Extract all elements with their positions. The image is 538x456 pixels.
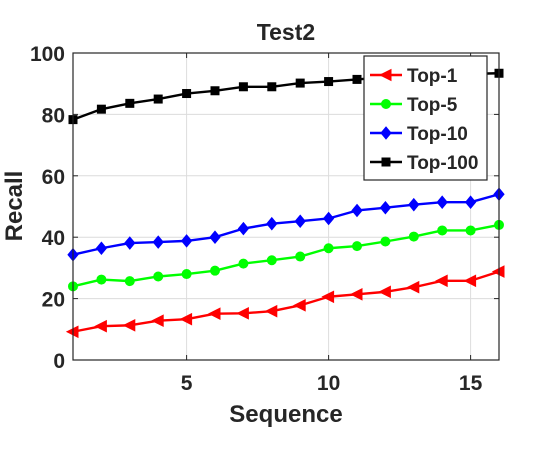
data-point-top-5: [465, 225, 476, 236]
legend-label-top-5: Top-5: [407, 95, 458, 116]
x-tick-label: 5: [181, 372, 193, 395]
data-point-top-5: [266, 255, 277, 266]
data-point-top-5: [380, 236, 391, 247]
series-line-top-1: [72, 270, 500, 333]
data-point-top-1: [293, 299, 306, 312]
data-point-top-1: [349, 287, 363, 301]
data-point-top-1: [321, 290, 335, 304]
legend: Top-1 Top-5 Top-10 Top-100: [363, 55, 488, 181]
data-point-top-10: [436, 195, 448, 209]
data-point-top-1: [264, 304, 278, 318]
data-point-top-5: [153, 271, 164, 282]
data-point-top-5: [323, 243, 334, 254]
data-point-top-10: [266, 216, 278, 231]
data-point-top-100: [96, 104, 106, 114]
legend-marker-top-5: [381, 99, 391, 109]
legend-marker-top-10: [380, 126, 392, 140]
y-tick-label: 100: [30, 43, 65, 66]
data-point-top-100: [295, 78, 305, 88]
series-line-top-5: [72, 223, 500, 288]
data-point-top-1: [463, 274, 477, 288]
data-point-top-5: [96, 274, 107, 285]
data-point-top-5: [238, 258, 249, 269]
data-point-top-10: [322, 211, 335, 226]
data-point-top-5: [295, 251, 306, 262]
data-point-top-10: [124, 236, 136, 250]
y-tick-label: 60: [42, 166, 65, 189]
data-point-top-5: [437, 225, 448, 236]
data-point-top-100: [352, 74, 362, 84]
data-point-top-1: [207, 307, 221, 320]
axis-ticks: 5 10 15 0 20 40 60 80 100: [30, 43, 499, 395]
data-point-top-1: [236, 307, 249, 320]
legend-label-top-1: Top-1: [407, 66, 458, 87]
legend-marker-top-1: [378, 68, 392, 82]
plot-frame: [72, 52, 500, 361]
data-point-top-100: [153, 94, 163, 104]
data-point-top-5: [210, 265, 220, 276]
data-point-top-1: [94, 319, 107, 333]
data-point-top-100: [267, 82, 277, 92]
legend-marker-top-100: [381, 157, 391, 167]
data-point-top-1: [406, 280, 420, 294]
data-point-top-10: [464, 195, 477, 209]
x-axis-label: Sequence: [229, 401, 342, 428]
data-point-top-1: [435, 274, 448, 288]
data-point-top-100: [182, 89, 192, 99]
y-tick-label: 0: [53, 350, 65, 373]
data-point-top-5: [181, 269, 192, 280]
y-tick-label: 80: [42, 104, 65, 127]
data-point-top-10: [351, 203, 363, 218]
data-point-top-10: [237, 221, 250, 236]
data-point-top-10: [152, 235, 164, 249]
data-point-top-10: [379, 200, 392, 215]
y-tick-label: 40: [42, 227, 65, 250]
data-point-top-10: [408, 197, 420, 212]
y-tick-label: 20: [42, 289, 65, 312]
series-line-top-10: [72, 193, 500, 256]
data-point-top-100: [324, 77, 334, 87]
data-point-top-5: [352, 241, 362, 252]
data-point-top-1: [179, 312, 193, 326]
data-point-top-100: [210, 86, 220, 96]
data-point-top-5: [124, 276, 135, 287]
data-point-top-1: [378, 285, 391, 299]
x-tick-label: 15: [459, 372, 483, 395]
x-tick-label: 10: [317, 372, 340, 395]
data-point-top-10: [180, 234, 193, 248]
data-point-top-10: [294, 214, 306, 229]
data-point-top-1: [122, 318, 136, 332]
data-point-top-1: [151, 314, 164, 328]
legend-label-top-10: Top-10: [407, 124, 468, 145]
data-point-top-10: [95, 241, 108, 256]
data-point-top-100: [238, 82, 248, 92]
data-point-top-10: [209, 230, 221, 244]
data-point-top-5: [408, 231, 419, 242]
y-axis-label: Recall: [1, 171, 28, 242]
legend-label-top-100: Top-100: [407, 153, 478, 174]
chart-title: Test2: [257, 19, 315, 45]
data-point-top-100: [125, 98, 135, 108]
